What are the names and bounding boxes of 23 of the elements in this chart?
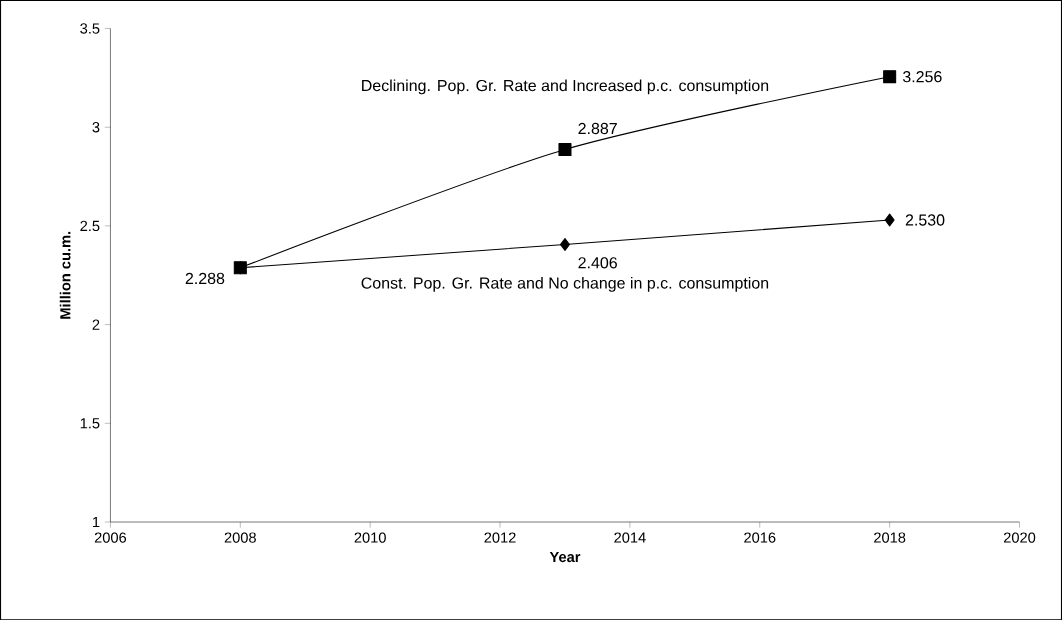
data-label: 2.530 (905, 214, 945, 226)
y-tick-label: 3.5 (80, 23, 100, 34)
y-tick-label: 2 (92, 319, 100, 330)
y-tick-label: 1 (93, 516, 100, 527)
y-tick-label: 3 (92, 121, 100, 133)
x-tick-label: 2018 (874, 532, 906, 543)
series-label: Const. Pop. Gr. Rate and No change in p.c. consumption (361, 276, 769, 292)
series-label: Declining. Pop. Gr. Rate and Increased p.c. consumption (362, 79, 769, 95)
x-tick-label: 2016 (744, 532, 776, 543)
x-tick-label: 2014 (614, 532, 646, 543)
data-label: 2.406 (578, 256, 617, 269)
y-tick-label: 1.5 (80, 417, 100, 429)
x-tick-label: 2020 (1003, 532, 1036, 543)
x-tick-label: 2010 (354, 532, 386, 543)
data-label: 2.887 (578, 122, 617, 134)
x-tick-label: 2006 (94, 532, 127, 543)
x-tick-label: 2012 (484, 532, 516, 543)
y-axis-title: Million cu.m. (59, 231, 71, 319)
x-tick-label: 2008 (224, 532, 256, 543)
data-label: 3.256 (902, 70, 942, 83)
data-label: 2.288 (185, 272, 225, 284)
y-tick-label: 2.5 (80, 220, 100, 231)
x-axis-title: Year (549, 551, 581, 562)
